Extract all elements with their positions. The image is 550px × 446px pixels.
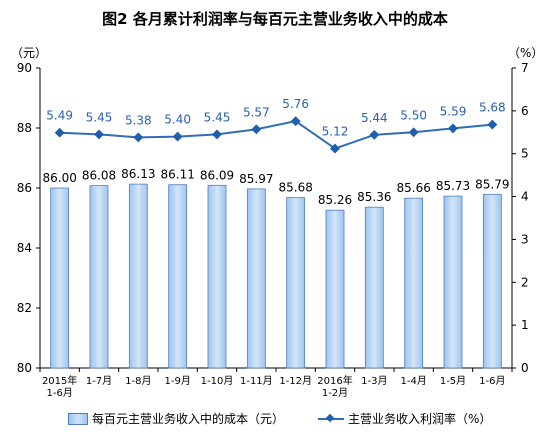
line-point — [330, 143, 340, 154]
x-tick-label: 1-7月 — [86, 375, 112, 387]
line-value-label: 5.45 — [86, 110, 113, 124]
x-tick-label-line: 1-8月 — [125, 375, 151, 387]
x-tick-label-line: 1-6月 — [479, 375, 505, 387]
line-value-label: 5.50 — [400, 108, 427, 122]
bar-value-label: 85.73 — [436, 179, 470, 193]
right-tick-label: 2 — [521, 275, 529, 289]
bar — [207, 184, 227, 369]
legend: 每百元主营业务收入中的成本（元） 主营业务收入利润率（%） — [0, 408, 550, 432]
right-tick-label: 3 — [521, 232, 529, 246]
x-tick-label: 1-11月 — [240, 375, 273, 387]
bar-value-label: 86.11 — [160, 168, 194, 182]
x-tick-label: 1-5月 — [440, 375, 466, 387]
right-tick-label: 7 — [521, 61, 529, 75]
bar — [364, 206, 384, 369]
legend-label-margin: 主营业务收入利润率（%） — [348, 412, 492, 426]
bar — [89, 185, 109, 369]
x-tick-label: 1-10月 — [201, 375, 234, 387]
bar-value-label: 85.79 — [475, 177, 509, 191]
line-point — [369, 129, 380, 140]
x-tick-label: 2015年 1-6月 — [42, 374, 77, 399]
bar-value-label: 86.00 — [42, 171, 76, 185]
line-value-label: 5.57 — [243, 105, 270, 119]
line-value-label: 5.12 — [322, 125, 349, 139]
left-axis-unit: （元） — [11, 46, 48, 60]
left-tick-label: 88 — [17, 121, 32, 135]
bar — [246, 188, 266, 369]
bar — [286, 197, 306, 369]
right-tick-label: 6 — [521, 104, 529, 118]
line-value-label: 5.59 — [440, 104, 467, 118]
left-tick-label: 82 — [17, 301, 32, 315]
line-point — [251, 124, 262, 135]
line-value-label: 5.49 — [46, 109, 73, 123]
line-point — [408, 127, 419, 138]
bar-value-label: 85.97 — [239, 172, 273, 186]
x-tick-label-line: 1-10月 — [201, 375, 234, 387]
x-tick-label-line: 1-2月 — [322, 387, 348, 399]
x-tick-label: 1-9月 — [164, 375, 190, 387]
line-point — [133, 132, 144, 143]
x-tick-label-line: 1-7月 — [86, 375, 112, 387]
x-tick-label-line: 1-11月 — [240, 375, 273, 387]
legend-item-cost: 每百元主营业务收入中的成本（元） — [68, 410, 284, 427]
right-tick-label: 5 — [521, 147, 529, 161]
line-point — [212, 129, 222, 140]
line-value-label: 5.44 — [361, 111, 388, 125]
x-tick-label: 1-6月 — [479, 375, 505, 387]
line-point — [94, 129, 104, 140]
x-tick-label: 2016年 1-2月 — [317, 374, 352, 399]
bar — [168, 184, 188, 369]
x-tick-label-line: 1-4月 — [400, 375, 426, 387]
bar — [443, 195, 463, 369]
bar-value-label: 85.66 — [396, 181, 430, 195]
bar — [128, 183, 148, 369]
series-line — [59, 120, 493, 150]
x-tick-label: 1-12月 — [279, 375, 312, 387]
x-tick-label-line: 2016年 — [317, 374, 352, 387]
bar-value-label: 85.26 — [318, 193, 352, 207]
bar-value-label: 85.68 — [278, 181, 312, 195]
x-tick-label: 1-3月 — [361, 375, 387, 387]
line-point — [54, 127, 65, 138]
x-tick-label-line: 1-12月 — [279, 375, 312, 387]
left-tick-label: 86 — [17, 181, 32, 195]
right-tick-label: 1 — [521, 318, 529, 332]
bar — [404, 197, 424, 369]
bar — [325, 209, 345, 369]
legend-label-cost: 每百元主营业务收入中的成本（元） — [92, 412, 285, 426]
bar-value-label: 86.08 — [82, 169, 116, 183]
right-tick-label: 4 — [521, 190, 529, 204]
line-point — [172, 131, 183, 142]
right-axis-unit: （%） — [508, 46, 544, 60]
left-tick-label: 84 — [17, 241, 32, 255]
line-value-label: 5.76 — [282, 97, 309, 111]
legend-line-swatch — [318, 413, 344, 425]
line-value-label: 5.45 — [204, 110, 231, 124]
x-tick-label-line: 1-9月 — [164, 375, 190, 387]
left-tick-label: 80 — [17, 361, 32, 375]
x-tick-label-line: 1-5月 — [440, 375, 466, 387]
legend-item-margin: 主营业务收入利润率（%） — [318, 410, 491, 427]
x-tick-label-line: 1-3月 — [361, 375, 387, 387]
left-tick-label: 90 — [17, 61, 32, 75]
legend-bar-swatch — [68, 412, 88, 425]
bar — [482, 193, 502, 369]
line-value-label: 5.38 — [125, 113, 152, 127]
bar — [50, 187, 70, 369]
right-tick-label: 0 — [521, 361, 529, 375]
x-tick-label: 1-4月 — [400, 375, 426, 387]
line-point — [487, 119, 498, 130]
line-value-label: 5.40 — [164, 113, 191, 127]
bar-value-label: 86.09 — [200, 168, 234, 182]
bar-value-label: 86.13 — [121, 167, 155, 181]
bar-value-label: 85.36 — [357, 190, 391, 204]
chart-title: 图2 各月累计利润率与每百元主营业务收入中的成本 — [102, 10, 448, 28]
x-tick-label-line: 2015年 — [42, 374, 77, 387]
x-tick-label-line: 1-6月 — [46, 387, 72, 399]
x-tick-label: 1-8月 — [125, 375, 151, 387]
line-value-label: 5.68 — [479, 101, 506, 115]
line-point — [448, 123, 458, 134]
